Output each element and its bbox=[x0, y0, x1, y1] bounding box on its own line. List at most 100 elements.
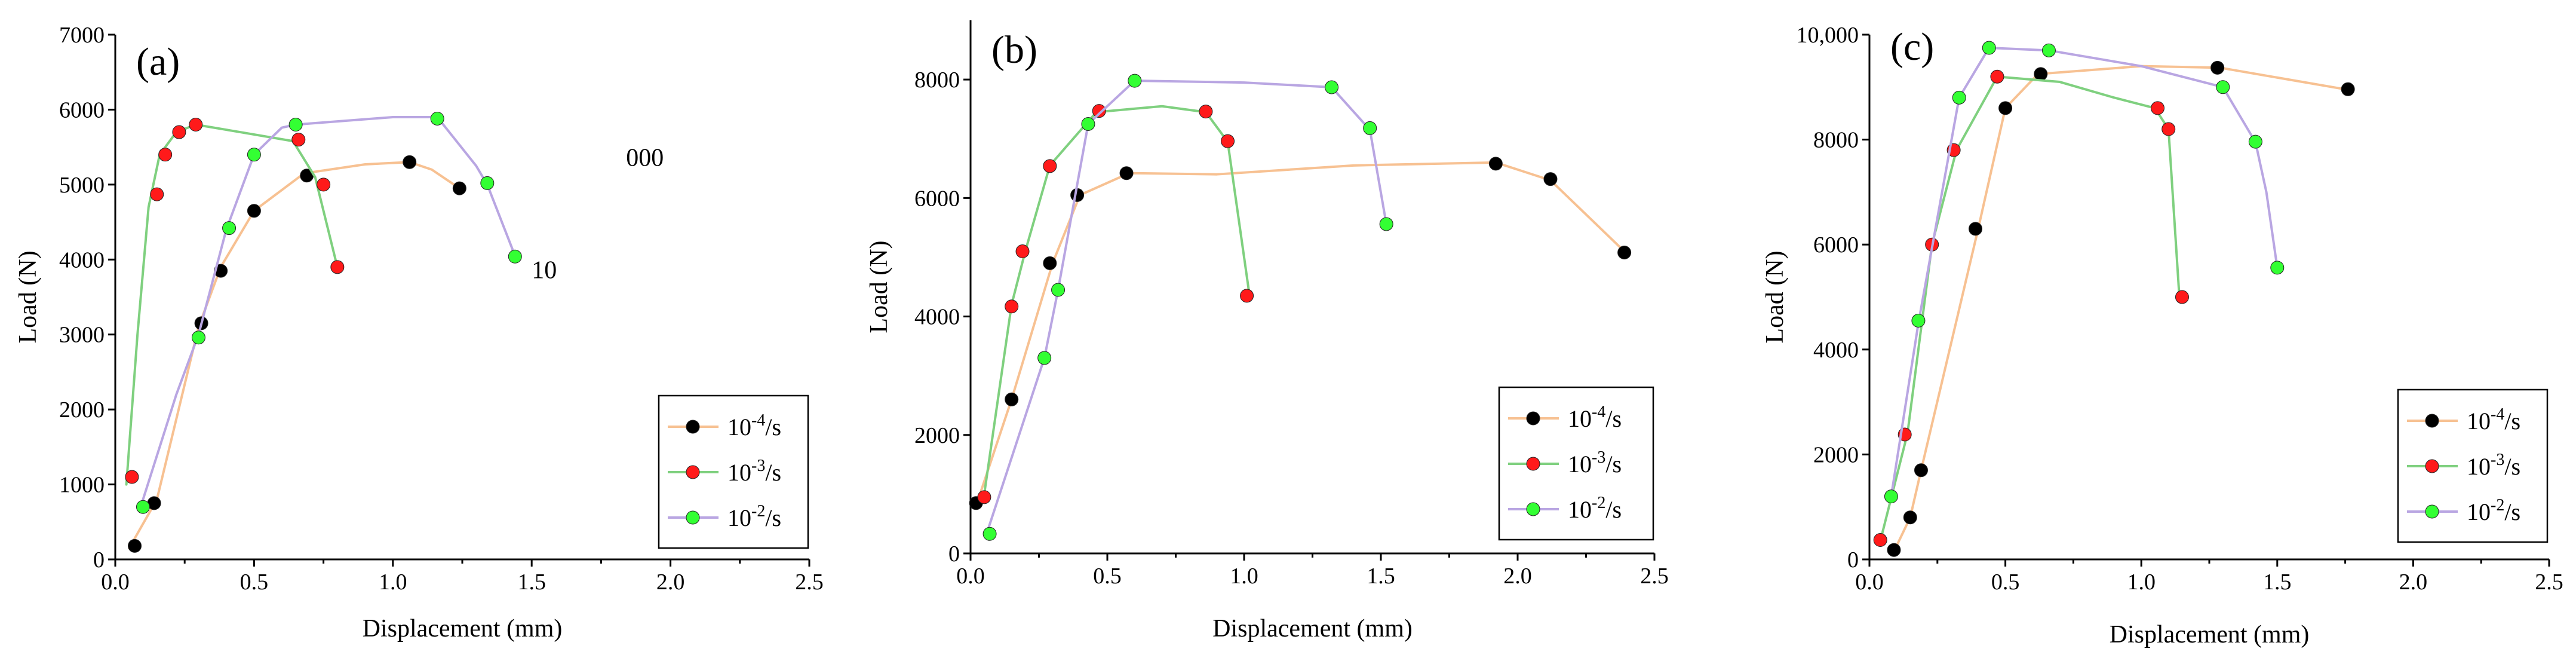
data-point bbox=[1005, 392, 1019, 406]
x-axis-title: Displacement (mm) bbox=[2110, 621, 2310, 648]
data-point bbox=[2161, 122, 2176, 136]
data-point bbox=[317, 178, 331, 192]
legend-label: 10-4/s bbox=[1568, 403, 1622, 432]
data-point bbox=[1873, 533, 1887, 547]
x-tick-label: 0.5 bbox=[1991, 570, 2020, 595]
legend: 10-4/s 10-3/s 10-2/s bbox=[658, 394, 809, 549]
series-line-3 bbox=[1890, 46, 2279, 498]
data-point bbox=[2270, 261, 2285, 275]
x-tick-label: 0.0 bbox=[956, 564, 985, 589]
annotation-text: 10 bbox=[532, 257, 557, 284]
data-point bbox=[247, 148, 261, 162]
legend-label: 10-4/s bbox=[727, 411, 781, 440]
chart-root: 0.0 0.5 1.0 1.5 2.0 2.50100020003000400050006… bbox=[14, 20, 2563, 648]
data-point bbox=[2210, 60, 2225, 75]
data-point bbox=[1015, 244, 1030, 259]
data-point bbox=[1543, 172, 1558, 186]
y-tick-label: 10,000 bbox=[1797, 23, 1859, 48]
data-point bbox=[125, 470, 139, 484]
series-line-2 bbox=[982, 105, 1251, 495]
y-tick-label: 0 bbox=[93, 547, 105, 573]
y-tick-label: 1000 bbox=[59, 473, 105, 498]
legend: 10-4/s 10-3/s 10-2/s bbox=[1498, 386, 1654, 541]
data-point bbox=[982, 527, 997, 541]
x-axis-title: Displacement (mm) bbox=[1212, 615, 1413, 642]
data-point bbox=[1952, 90, 1966, 105]
legend-marker bbox=[1526, 411, 1540, 426]
data-point bbox=[191, 330, 205, 345]
data-point bbox=[1969, 222, 1983, 236]
x-tick-label: 2.5 bbox=[2535, 570, 2563, 595]
series-line-3 bbox=[985, 79, 1388, 534]
x-tick-label: 2.5 bbox=[1640, 564, 1669, 589]
legend-label: 10-2/s bbox=[2467, 496, 2520, 525]
legend-marker bbox=[2425, 459, 2439, 473]
legend-marker bbox=[1526, 502, 1540, 516]
y-tick-label: 3000 bbox=[59, 323, 105, 348]
y-axis-title: Load (N) bbox=[1761, 250, 1789, 343]
x-tick-label: 2.0 bbox=[1503, 564, 1532, 589]
y-tick-label: 4000 bbox=[59, 247, 105, 273]
data-point bbox=[1240, 289, 1254, 303]
y-tick-label: 6000 bbox=[1813, 232, 1859, 258]
data-point bbox=[2175, 290, 2189, 304]
data-point bbox=[189, 118, 203, 132]
x-tick-label: 1.5 bbox=[517, 570, 546, 595]
series-line-2 bbox=[125, 123, 339, 486]
y-tick-label: 8000 bbox=[1813, 128, 1859, 153]
legend-marker bbox=[1526, 457, 1540, 471]
data-point bbox=[128, 538, 142, 553]
y-tick-label: 6000 bbox=[59, 97, 105, 123]
x-tick-label: 2.0 bbox=[2399, 570, 2428, 595]
legend-marker bbox=[2425, 504, 2439, 519]
panel-b: 0.0 0.5 1.0 1.5 2.0 2.5 0 2000 4000 6000 8000 Displ… bbox=[865, 20, 1669, 642]
data-point bbox=[1998, 101, 2013, 115]
legend-marker bbox=[686, 465, 700, 479]
x-axis-title: Displacement (mm) bbox=[363, 615, 563, 642]
x-tick-label: 0.0 bbox=[101, 570, 130, 595]
data-point bbox=[1982, 41, 1996, 55]
legend-label: 10-3/s bbox=[1568, 448, 1622, 478]
panel-c: 0.0 0.5 1.0 1.5 2.0 2.5 0 2000 4000 6000 8000 10,00… bbox=[1761, 23, 2563, 648]
annotation-text: 000 bbox=[626, 145, 664, 172]
y-tick-label: 2000 bbox=[59, 397, 105, 423]
y-tick-label: 4000 bbox=[1813, 338, 1859, 363]
x-tick-label: 1.5 bbox=[2263, 570, 2292, 595]
data-point bbox=[1617, 246, 1632, 260]
data-point bbox=[480, 176, 495, 190]
y-tick-label: 0 bbox=[1847, 547, 1859, 573]
legend: 10-4/s 10-3/s 10-2/s bbox=[2397, 388, 2549, 543]
x-tick-label: 0.5 bbox=[240, 570, 269, 595]
data-point bbox=[2041, 43, 2056, 57]
data-point bbox=[1887, 543, 1901, 557]
panel-label: (a) bbox=[136, 40, 180, 84]
y-tick-label: 0 bbox=[948, 541, 960, 567]
y-tick-label: 7000 bbox=[59, 23, 105, 48]
data-point bbox=[1051, 283, 1066, 297]
panel-label: (c) bbox=[1890, 25, 1934, 69]
legend-label: 10-2/s bbox=[1568, 494, 1622, 523]
y-tick-label: 4000 bbox=[914, 305, 960, 330]
y-tick-label: 2000 bbox=[1813, 442, 1859, 467]
data-point bbox=[2248, 134, 2262, 149]
data-point bbox=[158, 148, 173, 162]
legend-marker bbox=[2425, 414, 2439, 428]
data-point bbox=[291, 133, 306, 147]
panel-label: (b) bbox=[991, 28, 1037, 72]
x-tick-label: 2.5 bbox=[795, 570, 824, 595]
data-point bbox=[508, 249, 522, 264]
series-line-3 bbox=[142, 115, 517, 501]
series-line-1 bbox=[975, 161, 1626, 507]
x-tick-label: 1.0 bbox=[1230, 564, 1258, 589]
data-point bbox=[1043, 159, 1057, 173]
x-tick-label: 1.5 bbox=[1367, 564, 1395, 589]
data-point bbox=[1005, 299, 1019, 314]
series-line-2 bbox=[1879, 75, 2181, 543]
data-point bbox=[1199, 105, 1213, 119]
data-point bbox=[1325, 80, 1339, 94]
x-tick-label: 1.0 bbox=[2127, 570, 2156, 595]
x-tick-label: 0.5 bbox=[1093, 564, 1122, 589]
data-point bbox=[403, 155, 417, 169]
data-point bbox=[222, 221, 237, 235]
